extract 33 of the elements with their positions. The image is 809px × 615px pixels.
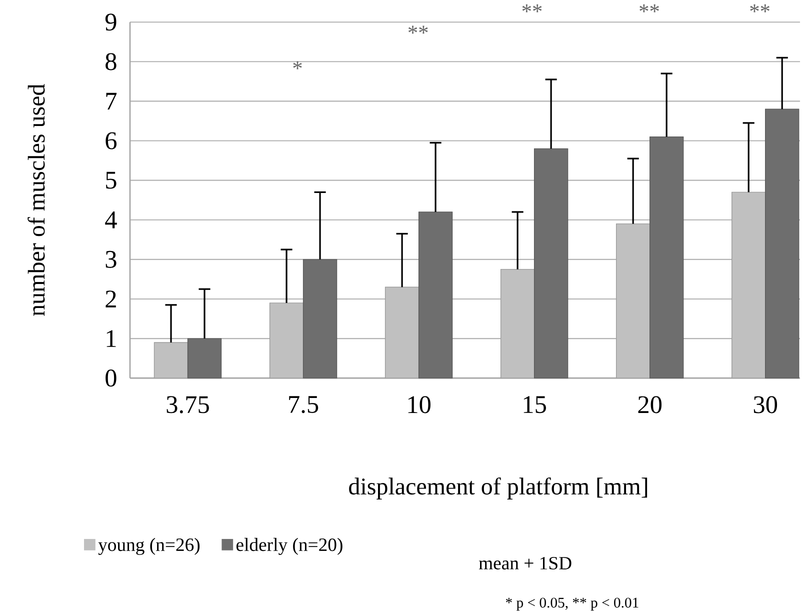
annotation: * [293, 61, 302, 70]
y-tick-label: 3 [106, 250, 116, 268]
y-tick-label: 0 [106, 370, 116, 387]
x-tick-label: 3.75 [166, 396, 209, 414]
text: mean + 1SD [478, 556, 572, 570]
x-tick-label: 10 [408, 396, 430, 414]
y-tick-label: 7 [106, 92, 117, 110]
bar [765, 108, 800, 378]
y-tick-label: 9 [105, 14, 116, 31]
x-tick-label: 30 [754, 396, 778, 414]
text: ** [750, 4, 770, 12]
x-tick-label: 7.5 [289, 396, 318, 414]
text: * p < 0.05, ** p < 0.01 [506, 598, 638, 611]
text: ** [640, 4, 659, 12]
bar [534, 148, 568, 378]
y-tick-label: 1 [106, 330, 116, 347]
y-tick-label: 4 [105, 212, 117, 228]
bar [418, 212, 453, 378]
y-tick-label: 5 [106, 172, 116, 189]
annotation: ** [408, 26, 428, 34]
x-tick-label: 15 [524, 396, 546, 414]
x-tick-label: 20 [638, 396, 662, 414]
legend-label: young (n=26) [98, 538, 200, 555]
x-axis-title: displacement of platform [mm] [349, 477, 648, 500]
y-axis-title: number of muscles used [28, 84, 45, 316]
legend-label: elderly (n=20) [236, 538, 342, 555]
bar [187, 338, 222, 378]
y-tick-label: 6 [106, 132, 117, 150]
y-tick-label: 2 [106, 290, 116, 308]
bar [650, 136, 684, 378]
y-tick-label: 8 [106, 53, 116, 70]
bar [302, 259, 338, 378]
text: ** [522, 4, 542, 12]
